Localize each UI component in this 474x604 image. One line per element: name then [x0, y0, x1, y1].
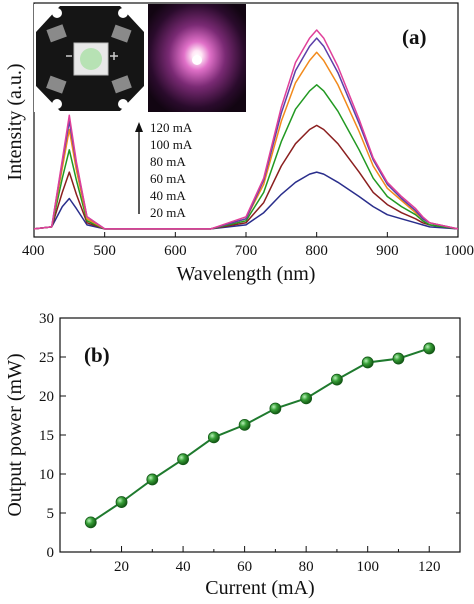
spectrum-line-80ma [34, 51, 458, 230]
panel-b-x-tick-label: 60 [237, 559, 252, 575]
panel-b-x-tick-label: 80 [299, 559, 314, 575]
power-data-point [177, 453, 189, 466]
panel-a-x-tick-label: 800 [305, 243, 328, 259]
legend-entry-40ma: 40 mA [150, 188, 186, 203]
panel-a-x-ticks: 400 500 600 700 800 900 1000 [22, 232, 474, 259]
power-data-point [238, 418, 251, 431]
panel-b-y-tick-label: 15 [39, 428, 54, 444]
power-data-point [84, 516, 97, 529]
panel-a-legend: 120 mA 100 mA 80 mA 60 mA 40 mA 20 mA [135, 120, 193, 220]
panel-b-x-tick-label: 100 [356, 559, 379, 575]
power-data-point [207, 431, 220, 444]
panel-b-y-tick-label: 30 [39, 311, 54, 327]
legend-entry-60ma: 60 mA [150, 171, 186, 186]
panel-b-x-tick-label: 40 [176, 559, 191, 575]
power-data-point [392, 352, 405, 365]
spectrum-line-40ma [34, 124, 458, 230]
power-data-point [361, 356, 374, 369]
panel-a-spectrum-chart: 400 500 600 700 800 900 1000 (a) Wavelength (n… [4, 2, 474, 285]
panel-b-x-tick-label: 120 [418, 559, 441, 575]
legend-entry-80ma: 80 mA [150, 154, 186, 169]
panel-a-x-tick-label: 900 [376, 243, 399, 259]
panel-b-x-tick-label: 20 [114, 559, 129, 575]
legend-entry-20ma: 20 mA [150, 205, 186, 220]
power-data-point [300, 392, 313, 405]
panel-a-x-tick-label: 500 [93, 243, 116, 259]
panel-a-series-group [34, 29, 458, 230]
panel-a-x-tick-label: 400 [22, 243, 45, 259]
panel-b-y-tick-label: 0 [47, 545, 55, 561]
panel-a-y-axis-label: Intensity (a.u.) [4, 63, 26, 180]
power-data-point [269, 402, 282, 415]
led-package-photo [34, 4, 146, 112]
panel-b-x-ticks: 20 40 60 80 100 120 [90, 546, 441, 575]
panel-b-y-tick-label: 20 [39, 389, 54, 405]
spectrum-line-20ma [34, 171, 458, 230]
legend-entry-100ma: 100 mA [150, 137, 193, 152]
pink-emission-glow-photo [148, 4, 246, 112]
panel-b-label: (b) [84, 343, 110, 367]
spectrum-line-60ma [34, 84, 458, 230]
panel-b-y-tick-label: 10 [39, 467, 54, 483]
panel-b-x-axis-label: Current (mA) [205, 577, 314, 599]
panel-a-label: (a) [402, 25, 427, 49]
panel-b-y-tick-label: 5 [47, 506, 55, 522]
spectrum-line-120ma [34, 29, 458, 230]
power-data-point [115, 496, 128, 508]
panel-a-x-tick-label: 700 [235, 243, 258, 259]
panel-b-y-axis-label: Output power (mW) [4, 353, 26, 516]
power-data-point [423, 342, 436, 355]
panel-b-power-chart: 20 40 60 80 100 120 0 5 10 15 20 25 30 (b) Current … [4, 311, 461, 599]
panel-a-x-axis-label: Wavelength (nm) [177, 263, 316, 285]
power-line [90, 347, 430, 524]
panel-b-y-tick-label: 25 [39, 350, 54, 366]
panel-a-x-tick-label: 600 [164, 243, 187, 259]
panel-b-series-group [84, 342, 436, 529]
panel-b-y-ticks: 0 5 10 15 20 25 30 [39, 311, 460, 561]
legend-entry-120ma: 120 mA [150, 120, 193, 135]
power-data-point [146, 473, 159, 486]
power-data-point [331, 373, 343, 386]
panel-a-x-tick-label: 1000 [444, 243, 474, 259]
